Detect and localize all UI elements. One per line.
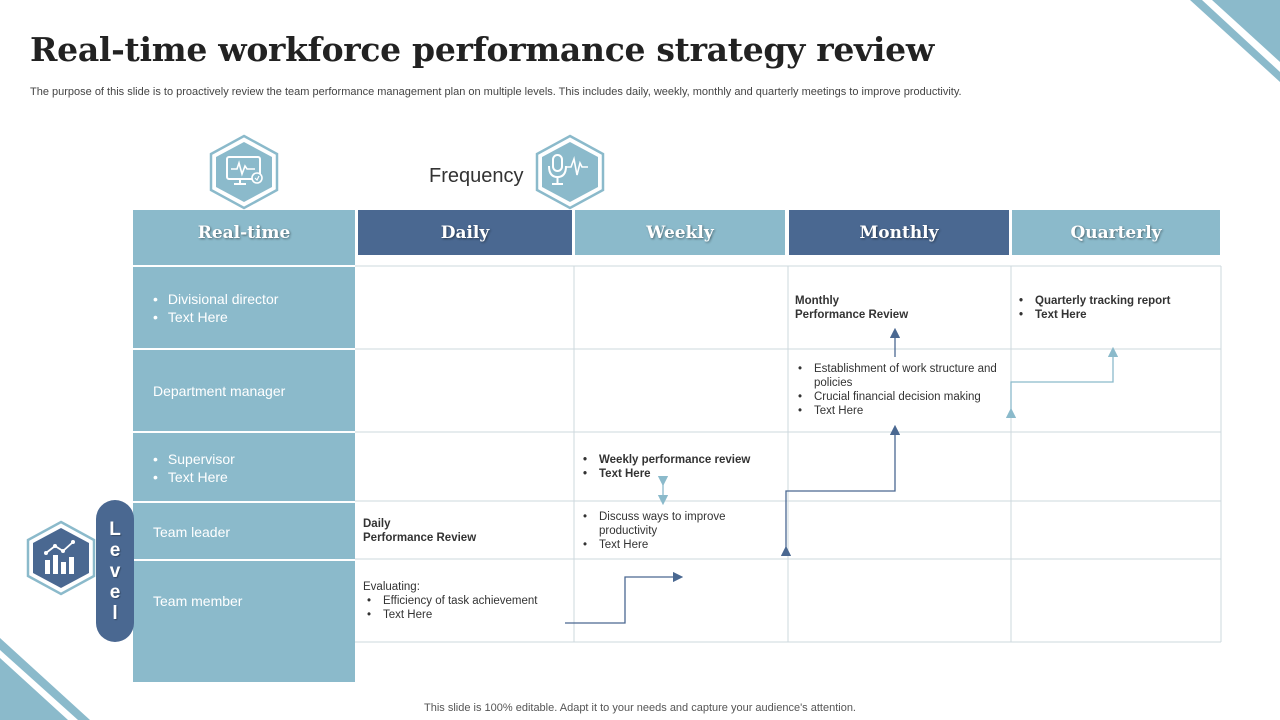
connector-arrow [1005,346,1119,419]
microphone-pulse-icon [535,134,605,210]
cell-heading: Monthly [795,295,840,307]
level-row-divisional-director: Divisional director Text Here [133,265,355,349]
cell-bullet: Text Here [579,538,754,552]
cell-bullet: Text Here [579,467,784,481]
monthly-review-cell: Monthly Performance Review [795,294,995,322]
level-column: Real-time Divisional director Text Here … [133,210,355,682]
connector-arrow [780,424,901,557]
column-header-daily: Daily [358,210,572,255]
cell-bullet: Text Here [794,404,1006,418]
weekly-review-cell: Weekly performance review Text Here [579,453,784,481]
level-row-team-member: Team member [133,559,355,641]
column-header-weekly: Weekly [575,210,785,255]
level-letter: L [109,518,121,540]
level-header: Real-time [197,223,291,243]
level-letter: e [109,581,121,603]
level-bullet: Divisional director [153,290,355,308]
daily-evaluating-cell: Evaluating: Efficiency of task achieveme… [363,580,568,622]
cell-bullet: Establishment of work structure and poli… [794,362,1006,390]
level-row-department-manager: Department manager [133,348,355,432]
level-letter: l [112,602,118,624]
bar-chart-icon [26,520,96,596]
level-bullet: Text Here [153,468,355,486]
cell-bullet: Quarterly tracking report [1015,294,1215,308]
frequency-label: Frequency [429,165,524,187]
cell-bullet: Discuss ways to improve productivity [579,510,754,538]
daily-review-cell: Daily Performance Review [363,517,563,545]
cell-bullet: Crucial financial decision making [794,390,1006,404]
column-header-quarterly: Quarterly [1012,210,1220,255]
cell-bullet: Weekly performance review [579,453,784,467]
page-subtitle: The purpose of this slide is to proactiv… [30,86,962,98]
level-letter: e [109,539,121,561]
cell-bullet: Text Here [1015,308,1215,322]
footer-note: This slide is 100% editable. Adapt it to… [424,702,856,714]
level-bullet: Supervisor [153,450,355,468]
cell-heading: Performance Review [795,309,909,321]
monitor-pulse-icon [209,134,279,210]
level-label: Department manager [153,383,286,399]
level-label: Team member [153,593,243,609]
level-axis-label: L e v e l [96,500,134,642]
cell-bullet: Efficiency of task achievement [363,594,568,608]
level-row-supervisor: Supervisor Text Here [133,431,355,502]
corner-decoration-bottom-left [0,638,90,720]
level-label: Team leader [153,523,231,540]
connector-arrow [565,571,684,624]
level-row-team-leader: Team leader [133,501,355,560]
quarterly-report-cell: Quarterly tracking report Text Here [1015,294,1215,322]
cell-heading: Evaluating: [363,581,420,593]
level-letter: v [109,560,121,582]
cell-bullet: Text Here [363,608,568,622]
level-bullet: Text Here [153,308,355,326]
cell-heading: Performance Review [363,532,477,544]
corner-decoration-top-right [1190,0,1280,82]
weekly-bullets-cell: Discuss ways to improve productivity Tex… [579,510,754,552]
monthly-bullets-cell: Establishment of work structure and poli… [794,362,1006,418]
cell-heading: Daily [363,518,391,530]
page-title: Real-time workforce performance strategy… [30,30,934,69]
column-header-monthly: Monthly [789,210,1009,255]
